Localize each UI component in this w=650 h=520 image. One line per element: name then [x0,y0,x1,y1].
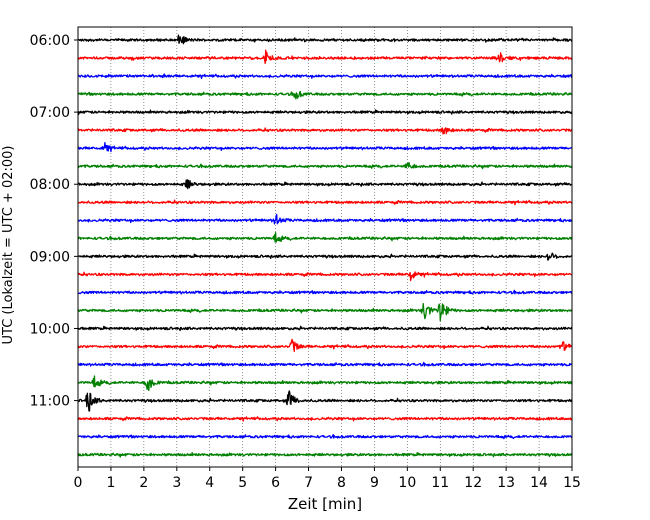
trace-0945 [77,302,573,322]
trace-0930 [77,289,573,295]
trace-0600 [77,34,573,45]
x-tick-label: 6 [271,475,280,491]
trace-0745 [77,161,573,170]
trace-0630 [77,73,573,80]
x-tick-label: 7 [304,475,313,491]
x-tick-label: 5 [238,475,247,491]
x-tick-label: 2 [139,475,148,491]
plot-frame [77,26,573,468]
seismic-traces [77,34,573,458]
trace-1145 [77,451,573,458]
trace-1030 [77,361,573,367]
trace-0715 [77,127,573,135]
trace-1045 [77,375,573,392]
trace-1000 [77,325,573,332]
x-axis-label: Zeit [min] [288,495,362,513]
trace-0900 [77,252,573,261]
x-tick-label: 9 [370,475,379,491]
trace-0815 [77,199,573,206]
y-tick-label: 08:00 [30,177,70,193]
trace-1130 [77,433,573,440]
trace-1015 [77,338,573,353]
trace-0800 [77,179,573,190]
x-tick-label: 4 [205,475,214,491]
x-tick-label: 10 [398,475,416,491]
trace-0730 [77,142,573,153]
trace-0830 [77,213,573,225]
y-tick-label: 10:00 [30,321,70,337]
x-tick-label: 12 [464,475,482,491]
x-tick-label: 13 [497,475,515,491]
x-tick-label: 3 [172,475,181,491]
trace-0700 [77,109,573,116]
x-tick-label: 15 [563,475,581,491]
trace-0915 [77,271,573,282]
trace-0615 [77,49,573,65]
y-axis-label: UTC (Lokalzeit = UTC + 02:00) [1,146,16,345]
y-tick-label: 11:00 [30,394,70,410]
axis-ticks: 0 1 2 3 4 5 6 7 8 9 10 11 12 13 14 1506:0007:0008:0009:… [30,33,581,491]
trace-0845 [77,231,573,243]
trace-1115 [77,416,573,422]
x-tick-label: 1 [106,475,115,491]
trace-0645 [77,90,573,100]
x-tick-label: 0 [74,475,83,491]
grid-lines [110,27,540,467]
trace-1100 [77,390,573,412]
y-tick-label: 07:00 [30,105,70,121]
x-tick-label: 14 [530,475,548,491]
y-tick-label: 09:00 [30,249,70,265]
x-tick-label: 8 [337,475,346,491]
y-tick-label: 06:00 [30,33,70,49]
x-tick-label: 11 [431,475,449,491]
